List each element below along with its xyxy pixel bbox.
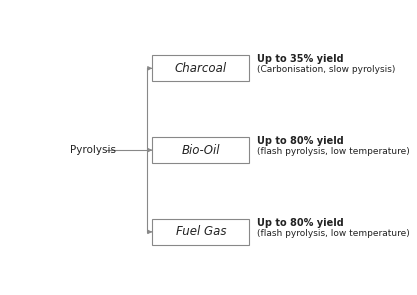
Bar xyxy=(152,137,249,163)
Text: Up to 80% yield: Up to 80% yield xyxy=(257,218,344,228)
Text: (flash pyrolysis, low temperature): (flash pyrolysis, low temperature) xyxy=(257,229,410,238)
Text: Bio-Oil: Bio-Oil xyxy=(181,144,220,157)
Text: Pyrolysis: Pyrolysis xyxy=(70,145,116,155)
Text: (Carbonisation, slow pyrolysis): (Carbonisation, slow pyrolysis) xyxy=(257,65,396,74)
Text: Fuel Gas: Fuel Gas xyxy=(176,225,226,238)
Text: (flash pyrolysis, low temperature): (flash pyrolysis, low temperature) xyxy=(257,147,410,156)
Text: Up to 80% yield: Up to 80% yield xyxy=(257,136,344,146)
Bar xyxy=(152,55,249,81)
Text: Up to 35% yield: Up to 35% yield xyxy=(257,54,344,64)
Bar xyxy=(152,219,249,245)
Text: Charcoal: Charcoal xyxy=(175,62,227,75)
